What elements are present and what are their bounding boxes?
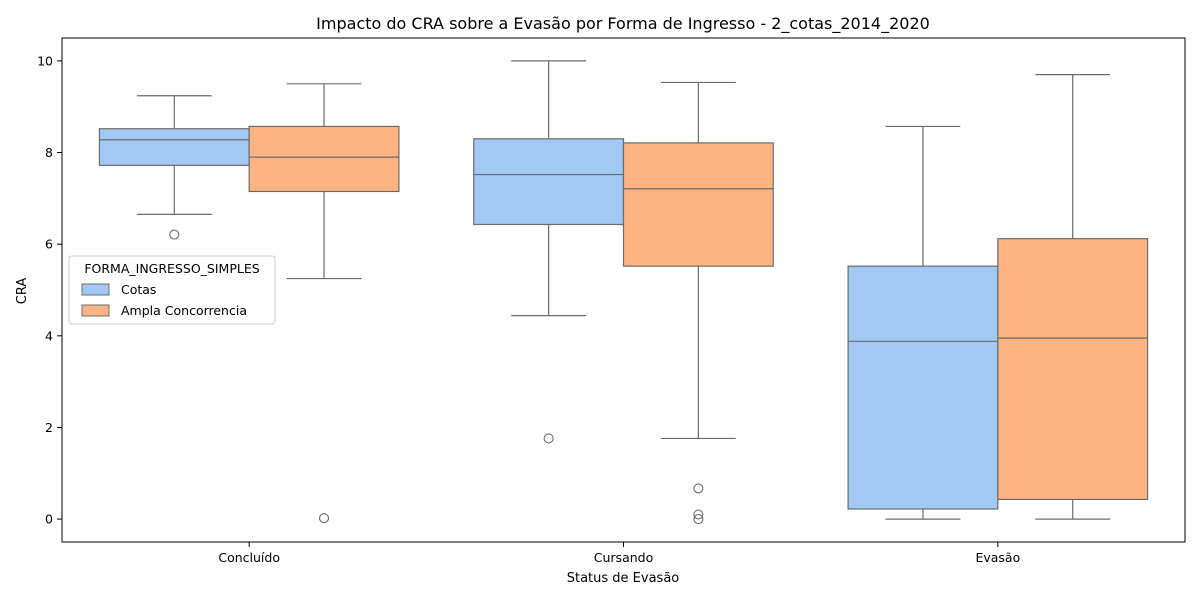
legend-label-cotas: Cotas bbox=[121, 282, 156, 297]
y-axis-label: CRA bbox=[15, 278, 30, 305]
box-ampla-1 bbox=[622, 81, 774, 525]
legend-title: FORMA_INGRESSO_SIMPLES bbox=[84, 261, 259, 276]
box-iqr bbox=[847, 265, 999, 510]
x-axis-label: Status de Evasão bbox=[567, 571, 680, 586]
y-tick-label: 8 bbox=[45, 145, 53, 160]
outlier-point bbox=[318, 513, 330, 524]
outlier-point bbox=[693, 514, 704, 525]
legend-swatch-ampla bbox=[81, 304, 110, 317]
y-tick-label: 0 bbox=[45, 512, 53, 527]
y-tick-label: 6 bbox=[45, 237, 53, 252]
box-ampla-0 bbox=[248, 83, 400, 524]
y-tick-label: 10 bbox=[37, 53, 53, 68]
outlier-point bbox=[169, 229, 180, 240]
box-iqr bbox=[997, 238, 1149, 500]
x-tick-label: Evasão bbox=[975, 550, 1020, 565]
box-cotas-1 bbox=[473, 60, 625, 444]
axes: 0 2 4 6 8 10 Concluído Cursando Evasão bbox=[37, 37, 1186, 565]
outlier-point bbox=[693, 509, 704, 520]
x-tick-label: Concluído bbox=[218, 550, 280, 565]
box-iqr bbox=[622, 142, 774, 267]
plot-area bbox=[98, 60, 1149, 525]
box-ampla-2 bbox=[997, 74, 1149, 520]
legend: FORMA_INGRESSO_SIMPLES Cotas Ampla Concorr… bbox=[68, 255, 276, 325]
box-iqr bbox=[98, 128, 250, 166]
y-tick-label: 4 bbox=[45, 328, 53, 343]
outlier-point bbox=[693, 483, 704, 494]
legend-swatch-cotas bbox=[81, 283, 110, 296]
y-tick-label: 2 bbox=[45, 420, 53, 435]
legend-frame bbox=[68, 255, 276, 325]
chart-title: Impacto do CRA sobre a Evasão por Forma … bbox=[316, 14, 930, 34]
outlier-point bbox=[543, 433, 554, 444]
legend-label-ampla: Ampla Concorrencia bbox=[121, 303, 247, 318]
box-iqr bbox=[248, 125, 400, 193]
x-tick-label: Cursando bbox=[594, 550, 653, 565]
box-cotas-2 bbox=[847, 125, 999, 520]
box-cotas-0 bbox=[98, 95, 250, 240]
box-iqr bbox=[473, 138, 625, 226]
